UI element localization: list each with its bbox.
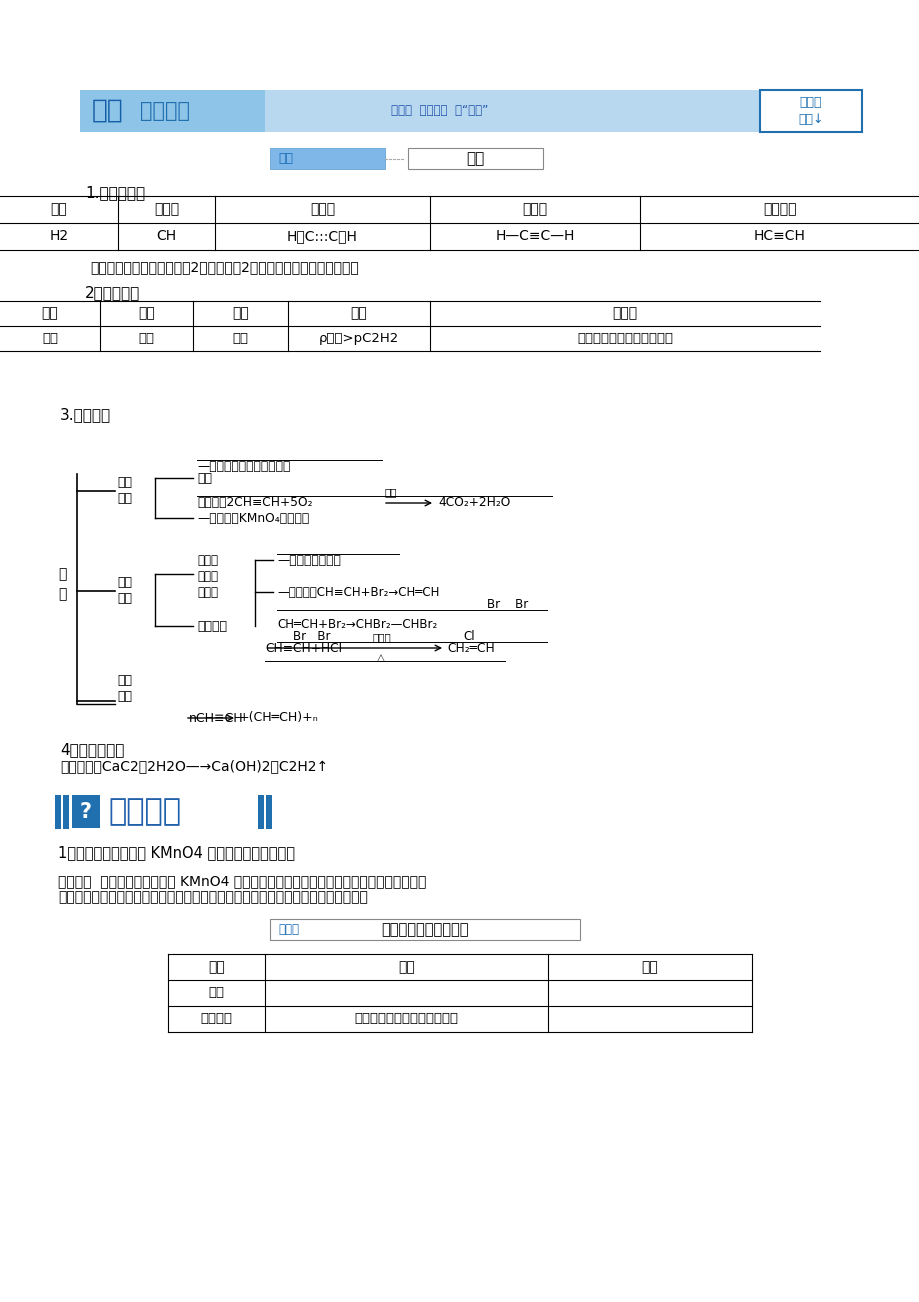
Text: HC≡CH: HC≡CH: [754, 229, 805, 243]
Text: ?: ?: [80, 802, 92, 822]
Text: 4CO₂+2H₂O: 4CO₂+2H₂O: [437, 496, 510, 509]
Text: 3.化学性质: 3.化学性质: [60, 408, 111, 423]
Text: 电子式: 电子式: [310, 203, 335, 216]
Text: 点燃: 点燃: [384, 487, 397, 497]
Text: 石油: 石油: [209, 987, 224, 1000]
Text: 反应原理：CaC2＋2H2O—→Ca(OH)2＋C2H2↑: 反应原理：CaC2＋2H2O—→Ca(OH)2＋C2H2↑: [60, 759, 328, 773]
Text: —现象：火焰明亮、冒浓烟: —现象：火焰明亮、冒浓烟: [197, 460, 290, 473]
Text: 催化剂: 催化剂: [372, 631, 391, 642]
Text: 加聚
反应: 加聚 反应: [117, 674, 131, 703]
Text: 自主学
习区↓: 自主学 习区↓: [798, 96, 823, 126]
Text: 微溶于水，易溶于有机溶剂: 微溶于水，易溶于有机溶剂: [576, 332, 673, 345]
Text: H：C:::C：H: H：C:::C：H: [287, 229, 357, 243]
Bar: [80, 90, 265, 132]
Text: 1.组成和结构: 1.组成和结构: [85, 185, 145, 201]
Text: CH≡CH+HCl: CH≡CH+HCl: [265, 642, 342, 655]
Bar: [759, 90, 861, 132]
Bar: [257, 796, 264, 829]
Text: 脂肪烃: 脂肪烃: [278, 923, 299, 936]
Text: 乙炔的分子构型为直线形，2个碳原子和2个氢原子均在同一条直线上。: 乙炔的分子构型为直线形，2个碳原子和2个氢原子均在同一条直线上。: [90, 260, 358, 273]
Bar: [62, 796, 69, 829]
Text: 常压分馏: 常压分馏: [200, 1013, 233, 1026]
Text: 无味: 无味: [139, 332, 154, 345]
Text: H—C≡C—H: H—C≡C—H: [494, 229, 574, 243]
Text: 方程式：2CH≡CH+5O₂: 方程式：2CH≡CH+5O₂: [197, 496, 312, 509]
Text: 1．能否用溴水或酸性 KMnO4 溶液鉴别乙烯和乙炔？: 1．能否用溴水或酸性 KMnO4 溶液鉴别乙烯和乙炔？: [58, 845, 295, 861]
Bar: [72, 796, 100, 828]
Text: 自主导学: 自主导学: [140, 102, 190, 121]
Text: 状态: 状态: [232, 306, 249, 320]
Text: 4．实验室制取: 4．实验室制取: [60, 742, 124, 758]
Text: 石油气、汽油、煤油、柴油等: 石油气、汽油、煤油、柴油等: [354, 1013, 458, 1026]
Text: 质相似。区别乙烯和乙炔通常使用燃烧法，观察火焰明亮程度及产生黑烟量的多少。: 质相似。区别乙烯和乙炔通常使用燃烧法，观察火焰明亮程度及产生黑烟量的多少。: [58, 891, 368, 904]
Bar: [407, 148, 542, 169]
Text: H2: H2: [50, 229, 69, 243]
Text: 【提示】  不能使用溴水和酸性 KMnO4 溶液鉴别乙烯和乙炔，因为两者都含有不饱和键，性: 【提示】 不能使用溴水和酸性 KMnO4 溶液鉴别乙烯和乙炔，因为两者都含有不饱…: [58, 874, 425, 888]
Text: 密度: 密度: [350, 306, 367, 320]
Text: 最简式: 最简式: [153, 203, 179, 216]
Text: CH₂═CH: CH₂═CH: [447, 642, 494, 655]
Text: CH: CH: [156, 229, 176, 243]
Text: △: △: [377, 654, 384, 663]
Text: 与溴的
四氯化
碳溶液: 与溴的 四氯化 碳溶液: [197, 553, 218, 599]
Bar: [269, 919, 579, 940]
Text: 子式: 子式: [51, 203, 67, 216]
Text: —方程式：CH≡CH+Br₂→CH═CH: —方程式：CH≡CH+Br₂→CH═CH: [277, 586, 439, 599]
Text: 加成
反应: 加成 反应: [117, 577, 131, 605]
Text: Br   Br: Br Br: [292, 630, 330, 643]
Text: 颜色: 颜色: [41, 306, 58, 320]
Text: 乙
炔: 乙 炔: [58, 568, 66, 600]
Text: CH═CH+Br₂→CHBr₂—CHBr₂: CH═CH+Br₂→CHBr₂—CHBr₂: [277, 617, 437, 630]
Bar: [269, 919, 380, 940]
Text: 燃烧: 燃烧: [197, 473, 211, 486]
Text: Br    Br: Br Br: [486, 599, 528, 612]
Text: 课前: 课前: [92, 98, 124, 124]
Text: —能使酸性KMnO₄溶液褪色: —能使酸性KMnO₄溶液褪色: [197, 512, 309, 525]
Text: 气态: 气态: [233, 332, 248, 345]
Text: 气味: 气味: [138, 306, 154, 320]
Bar: [266, 796, 272, 829]
Text: 产品: 产品: [641, 960, 658, 974]
Text: 氧化
反应: 氧化 反应: [117, 477, 131, 505]
Bar: [80, 90, 759, 132]
Text: 条件: 条件: [398, 960, 414, 974]
Bar: [55, 796, 61, 829]
Text: —现象：溶液褪色: —现象：溶液褪色: [277, 553, 341, 566]
Text: ρ空气>pC2H2: ρ空气>pC2H2: [319, 332, 399, 345]
Text: 与氯化氢: 与氯化氢: [197, 620, 227, 633]
Text: 结构式: 结构式: [522, 203, 547, 216]
Text: 结构简式: 结构简式: [763, 203, 796, 216]
Text: 来源: 来源: [208, 960, 224, 974]
Text: 溶解性: 溶解性: [612, 306, 637, 320]
Text: 无色: 无色: [42, 332, 58, 345]
Text: 思考交流: 思考交流: [108, 798, 181, 827]
Text: 乙炔: 乙炔: [465, 151, 483, 165]
Text: Cl: Cl: [462, 629, 474, 642]
Text: 乙炔: 乙炔: [278, 152, 292, 165]
Text: nCH≡CH: nCH≡CH: [188, 711, 244, 724]
Text: 脂肪烃的来源及其应用: 脂肪烃的来源及其应用: [380, 922, 469, 937]
Text: +(CH═CH)+ₙ: +(CH═CH)+ₙ: [239, 711, 318, 724]
Text: 2．物理性质: 2．物理性质: [85, 285, 140, 301]
Bar: [269, 148, 384, 169]
Text: 理教材  自查自测  固“基础”: 理教材 自查自测 固“基础”: [391, 104, 488, 117]
